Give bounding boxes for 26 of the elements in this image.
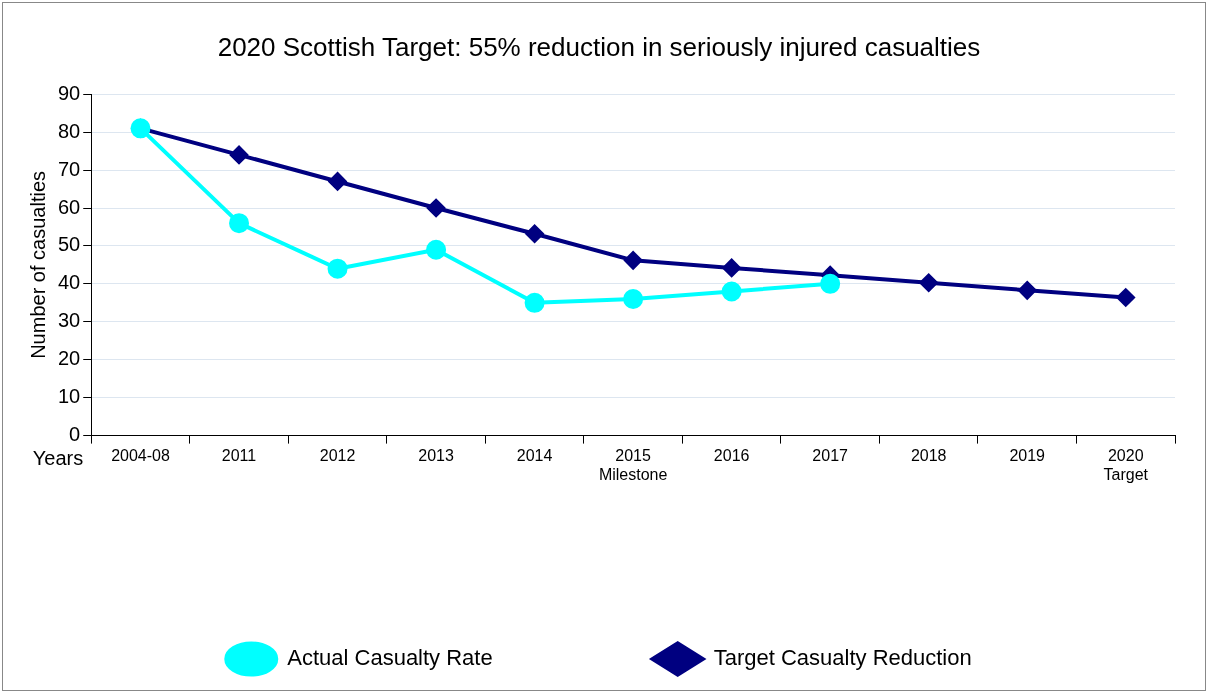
x-tick-label: 2019 [1009, 446, 1046, 464]
y-tick-label: 90 [58, 81, 81, 104]
x-tick-label: 2013 [418, 446, 454, 464]
y-tick-label: 20 [58, 347, 81, 370]
y-tick-label: 30 [58, 309, 81, 332]
y-tick-label: 60 [58, 195, 81, 218]
legend-label: Target Casualty Reduction [713, 645, 972, 671]
y-tick-label: 40 [58, 271, 81, 294]
y-tick-label: 70 [58, 157, 81, 180]
chart-title: 2020 Scottish Target: 55% reduction in seriously injured casualties [217, 31, 981, 62]
y-tick-label: 80 [58, 119, 81, 142]
x-tick-label: 2016 [713, 446, 750, 464]
x-tick-label: 2004-08 [111, 446, 170, 464]
x-tick-label: 2015 Milestone [598, 446, 668, 483]
legend-label: Actual Casualty Rate [287, 645, 493, 671]
x-tick-label: 2014 [516, 446, 553, 464]
x-tick-label: 2020 Target [1103, 446, 1149, 483]
y-axis-title: Number of casualties [26, 170, 49, 359]
x-axis-title: Years [32, 447, 84, 470]
x-tick-label: 2011 [221, 446, 257, 464]
y-tick-label: 10 [58, 385, 81, 408]
y-tick-label: 50 [58, 233, 81, 256]
x-tick-label: 2017 [812, 446, 849, 464]
x-tick-label: 2012 [319, 446, 356, 464]
x-tick-label: 2018 [910, 446, 947, 464]
y-tick-label: 0 [69, 423, 81, 446]
